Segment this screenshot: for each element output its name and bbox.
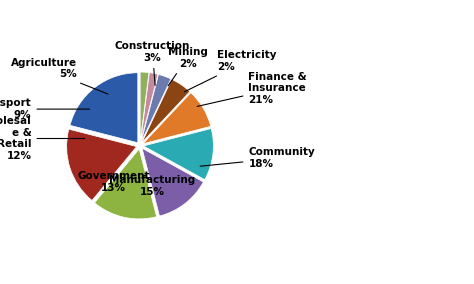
Wedge shape bbox=[70, 73, 138, 143]
Text: Wholesal
e &
Retail
12%: Wholesal e & Retail 12% bbox=[0, 116, 85, 161]
Wedge shape bbox=[142, 148, 203, 216]
Text: Community
18%: Community 18% bbox=[200, 147, 315, 169]
Wedge shape bbox=[141, 73, 158, 142]
Text: Agriculture
5%: Agriculture 5% bbox=[11, 58, 108, 94]
Text: Mining
2%: Mining 2% bbox=[168, 47, 208, 86]
Wedge shape bbox=[67, 129, 137, 201]
Text: Construction
3%: Construction 3% bbox=[115, 41, 190, 85]
Wedge shape bbox=[144, 129, 213, 180]
Text: Transport
9%: Transport 9% bbox=[0, 98, 90, 120]
Wedge shape bbox=[143, 93, 211, 144]
Wedge shape bbox=[140, 72, 149, 142]
Wedge shape bbox=[141, 74, 171, 142]
Text: Manufacturing
15%: Manufacturing 15% bbox=[109, 175, 196, 197]
Wedge shape bbox=[142, 79, 190, 143]
Text: Government
13%: Government 13% bbox=[77, 171, 150, 193]
Wedge shape bbox=[95, 149, 156, 219]
Text: Electricity
2%: Electricity 2% bbox=[184, 51, 276, 92]
Text: Finance &
Insurance
21%: Finance & Insurance 21% bbox=[197, 72, 307, 106]
